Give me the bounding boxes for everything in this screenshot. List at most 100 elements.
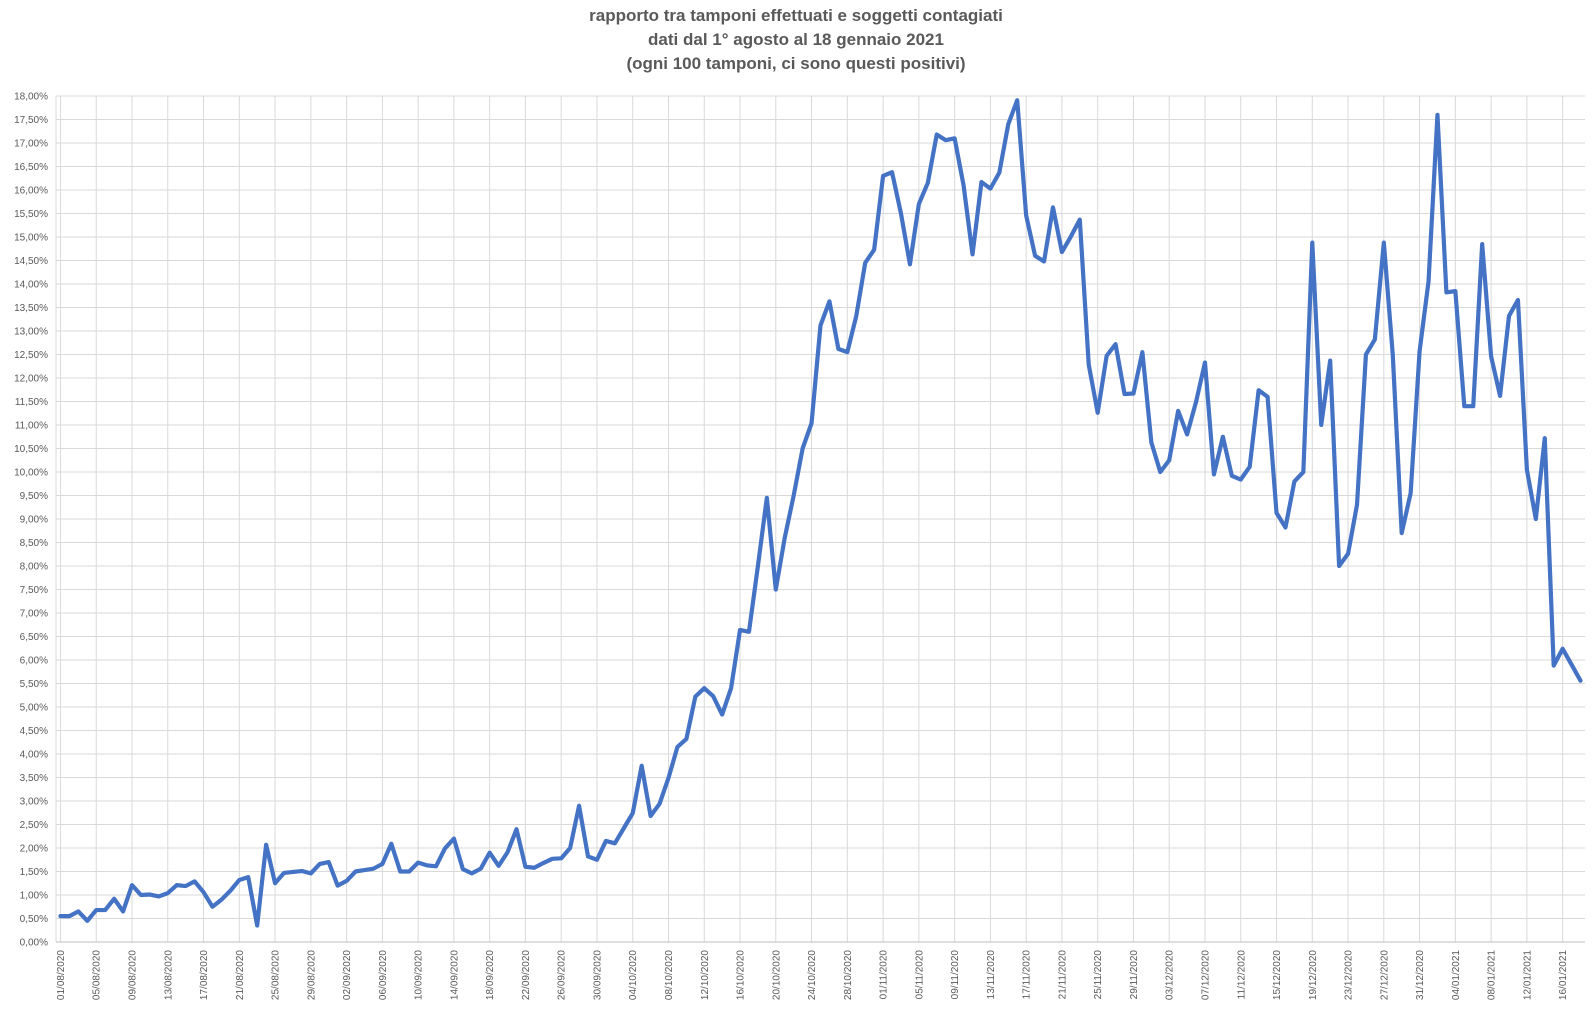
data-point bbox=[1525, 468, 1529, 472]
data-point bbox=[228, 889, 232, 893]
axes bbox=[55, 96, 1585, 943]
x-tick-label: 08/10/2020 bbox=[664, 950, 675, 1000]
data-point bbox=[318, 862, 322, 866]
y-tick-label: 0,50% bbox=[20, 914, 48, 925]
data-point bbox=[1114, 342, 1118, 346]
y-tick-label: 8,00% bbox=[20, 562, 48, 573]
data-point bbox=[541, 861, 545, 865]
data-point bbox=[1480, 242, 1484, 246]
data-point bbox=[1194, 400, 1198, 404]
data-point bbox=[327, 860, 331, 864]
data-point bbox=[711, 694, 715, 698]
y-tick-label: 12,50% bbox=[14, 350, 48, 361]
data-point bbox=[729, 686, 733, 690]
data-point bbox=[389, 842, 393, 846]
y-axis-tick-labels: 0,00% 0,50% 1,00% 1,50% 2,00% 2,50% 3,00% 3,50%… bbox=[14, 92, 48, 949]
data-point bbox=[1176, 409, 1180, 413]
data-point bbox=[497, 864, 501, 868]
data-point bbox=[246, 875, 250, 879]
y-tick-label: 0,00% bbox=[20, 938, 48, 949]
data-point bbox=[604, 839, 608, 843]
data-point bbox=[1140, 350, 1144, 354]
data-point bbox=[747, 630, 751, 634]
data-point bbox=[300, 869, 304, 873]
data-point bbox=[613, 841, 617, 845]
y-tick-label: 12,00% bbox=[14, 374, 48, 385]
data-point bbox=[193, 879, 197, 883]
data-point bbox=[649, 814, 653, 818]
data-point bbox=[506, 850, 510, 854]
data-point bbox=[1123, 392, 1127, 396]
data-point bbox=[443, 846, 447, 850]
x-axis-tick-labels: 01/08/2020 05/08/2020 09/08/2020 13/08/2020… bbox=[56, 950, 1569, 1000]
data-point bbox=[148, 893, 152, 897]
data-point bbox=[1096, 411, 1100, 415]
data-point bbox=[532, 866, 536, 870]
data-point bbox=[309, 871, 313, 875]
data-point bbox=[1579, 679, 1583, 683]
data-point bbox=[559, 856, 563, 860]
x-tick-label: 31/12/2020 bbox=[1415, 950, 1426, 1000]
x-tick-label: 23/12/2020 bbox=[1344, 950, 1355, 1000]
data-point bbox=[1230, 474, 1234, 478]
data-point bbox=[881, 174, 885, 178]
data-point bbox=[94, 908, 98, 912]
data-point bbox=[1248, 465, 1252, 469]
data-point bbox=[76, 909, 80, 913]
data-point bbox=[1257, 388, 1261, 392]
chart-title-line-1: rapporto tra tamponi effettuati e sogget… bbox=[589, 6, 1003, 25]
y-tick-label: 7,50% bbox=[20, 585, 48, 596]
data-point bbox=[971, 252, 975, 256]
x-tick-label: 17/11/2020 bbox=[1022, 950, 1033, 1000]
data-point bbox=[371, 867, 375, 871]
data-point bbox=[819, 323, 823, 327]
y-tick-label: 9,00% bbox=[20, 515, 48, 526]
data-point bbox=[872, 248, 876, 252]
data-point bbox=[675, 745, 679, 749]
data-point bbox=[425, 863, 429, 867]
y-tick-label: 11,00% bbox=[15, 421, 48, 432]
data-point bbox=[1364, 353, 1368, 357]
x-tick-label: 21/11/2020 bbox=[1057, 950, 1068, 1000]
data-point bbox=[988, 187, 992, 191]
data-point bbox=[514, 827, 518, 831]
data-point bbox=[1507, 314, 1511, 318]
data-point bbox=[1409, 491, 1413, 495]
data-point bbox=[1078, 218, 1082, 222]
y-tick-label: 4,00% bbox=[20, 750, 48, 761]
data-point bbox=[1051, 205, 1055, 209]
x-tick-label: 10/09/2020 bbox=[414, 950, 425, 1000]
data-point bbox=[1069, 235, 1073, 239]
data-point bbox=[139, 893, 143, 897]
x-tick-label: 04/10/2020 bbox=[628, 950, 639, 1000]
x-tick-label: 16/01/2021 bbox=[1558, 950, 1569, 1000]
x-tick-label: 16/10/2020 bbox=[736, 950, 747, 1000]
x-tick-label: 08/01/2021 bbox=[1487, 950, 1498, 1000]
x-tick-label: 22/09/2020 bbox=[521, 950, 532, 1000]
x-tick-label: 12/10/2020 bbox=[700, 950, 711, 1000]
data-point bbox=[944, 138, 948, 142]
data-point bbox=[202, 890, 206, 894]
x-tick-label: 30/09/2020 bbox=[592, 950, 603, 1000]
data-point bbox=[210, 905, 214, 909]
data-point bbox=[738, 628, 742, 632]
data-point bbox=[121, 909, 125, 913]
data-point bbox=[380, 862, 384, 866]
data-point bbox=[1355, 503, 1359, 507]
y-tick-label: 1,00% bbox=[20, 891, 48, 902]
data-point bbox=[899, 212, 903, 216]
x-tick-label: 25/08/2020 bbox=[271, 950, 282, 1000]
x-tick-label: 02/09/2020 bbox=[342, 950, 353, 1000]
data-point bbox=[926, 181, 930, 185]
data-point bbox=[291, 870, 295, 874]
x-tick-label: 03/12/2020 bbox=[1165, 950, 1176, 1000]
data-point bbox=[1453, 289, 1457, 293]
data-point bbox=[720, 713, 724, 717]
data-point bbox=[1087, 363, 1091, 367]
x-tick-label: 09/08/2020 bbox=[128, 950, 139, 1000]
data-point bbox=[658, 802, 662, 806]
y-tick-label: 3,00% bbox=[20, 797, 48, 808]
x-tick-label: 11/12/2020 bbox=[1236, 950, 1247, 1000]
chart-title-line-3: (ogni 100 tamponi, ci sono questi positi… bbox=[626, 54, 966, 73]
data-point bbox=[586, 854, 590, 858]
